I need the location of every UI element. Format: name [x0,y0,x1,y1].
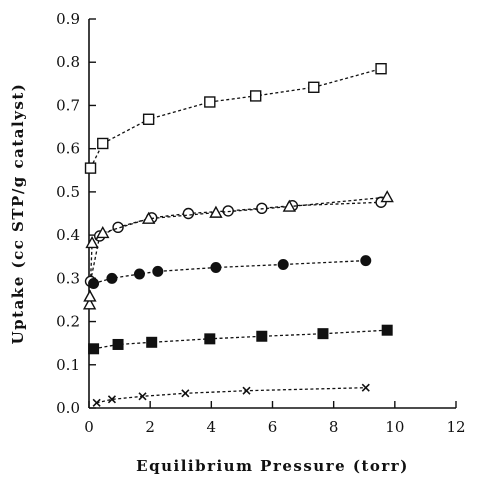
data-point [249,90,262,102]
data-point [142,113,155,125]
x-axis-title: Equilibrium Pressure (torr) [136,457,409,475]
data-point [84,162,97,174]
y-tick-label: 0.6 [56,140,80,158]
data-point [146,336,158,348]
data-point [277,259,289,271]
data-point [204,96,216,108]
data-point [133,268,145,280]
series-filled-square [88,324,393,355]
series-line [93,329,388,350]
series-open-triangle [82,190,394,310]
x-tick-label: 12 [446,418,465,436]
y-tick-label: 0.7 [56,96,80,114]
y-tick-label: 0.3 [56,269,80,287]
data-point [222,205,234,217]
data-point [282,199,297,212]
data-point [209,205,223,218]
data-point [138,392,147,401]
series-x [92,383,370,407]
data-point [380,190,394,203]
data-point [308,81,320,93]
x-tick-label: 8 [329,418,339,436]
data-point [182,207,195,220]
data-point [361,383,370,392]
y-tick-label: 0.0 [56,399,80,417]
series-line [89,68,382,169]
data-point [204,333,216,345]
axes [88,19,456,409]
data-point [85,235,99,249]
y-tick-label: 0.8 [56,53,80,71]
data-point [88,343,100,355]
series-line [89,201,382,282]
x-tick-label: 0 [84,418,94,436]
data-point [82,297,97,310]
data-point [96,225,110,239]
data-point [112,221,124,234]
data-point [210,262,222,274]
y-tick-label: 0.9 [56,10,80,28]
x-tick-label: 10 [385,418,404,436]
data-point [92,398,101,407]
y-tick-label: 0.5 [56,183,80,201]
series-filled-circle [88,255,372,290]
data-point [83,289,97,302]
x-axis-ticks: 0 2 4 6 8 10 12 [84,401,466,436]
series-line [96,387,366,404]
y-axis-title: Uptake (cc STP/g catalyst) [9,83,27,345]
data-point [256,330,268,342]
y-tick-label: 0.4 [56,226,80,244]
x-tick-label: 2 [145,418,155,436]
data-point [141,211,156,224]
data-point [88,278,100,290]
series-line [88,196,388,305]
y-tick-label: 0.2 [56,313,80,331]
data-point [152,265,164,277]
data-point [97,137,109,150]
x-tick-label: 4 [207,418,217,436]
data-point [242,386,251,395]
y-tick-label: 0.1 [56,356,80,374]
data-point [181,389,190,398]
y-axis-ticks: 0.0 0.1 0.2 0.3 0.4 0.5 0.6 0.7 0.8 0.9 [56,10,96,417]
data-point [360,255,372,267]
series-layer [82,63,394,407]
data-point [381,324,393,336]
data-point [375,63,387,75]
data-point [107,395,117,404]
data-point [317,328,329,340]
series-open-square [84,63,387,174]
data-point [112,338,124,350]
data-point [106,272,118,284]
x-tick-label: 6 [268,418,278,436]
